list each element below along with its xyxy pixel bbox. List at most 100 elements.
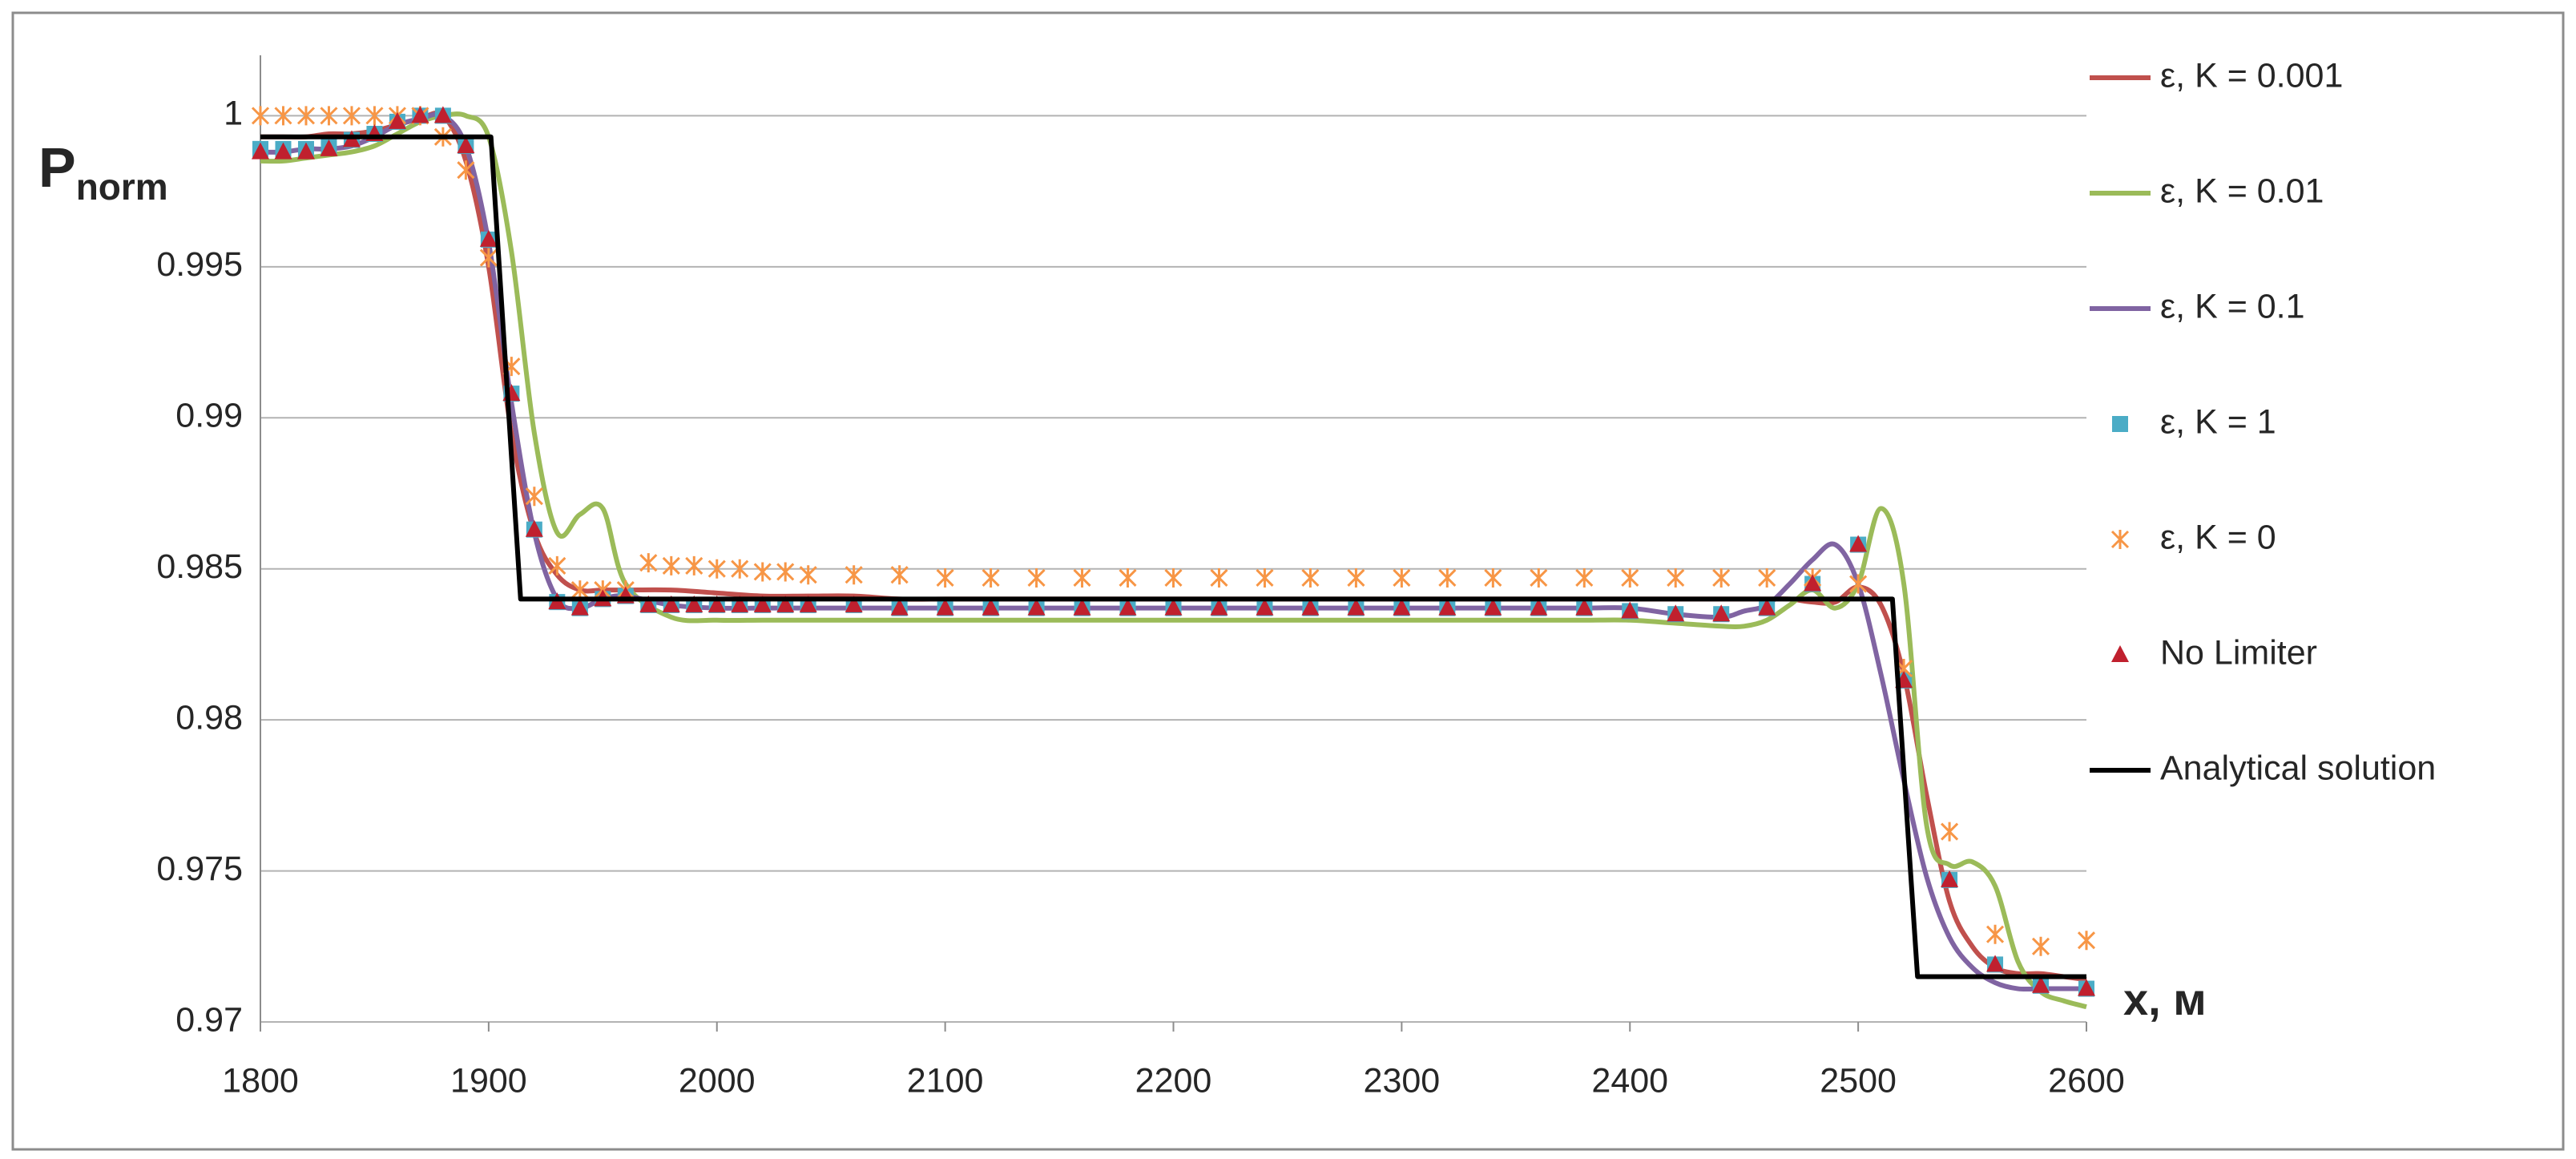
y-label-sub: norm <box>76 166 168 208</box>
data-point <box>251 106 270 126</box>
data-point <box>1164 598 1183 616</box>
data-point <box>845 565 863 585</box>
data-point <box>639 553 658 573</box>
data-point <box>1210 598 1228 616</box>
data-point <box>1849 535 1868 552</box>
x-tick-label: 2200 <box>1135 1061 1212 1100</box>
data-point <box>799 565 817 585</box>
data-point <box>388 111 406 129</box>
data-point <box>1667 567 1685 588</box>
data-point <box>776 595 795 612</box>
data-point <box>2031 936 2050 956</box>
data-point <box>2032 975 2050 993</box>
data-point <box>1347 567 1365 588</box>
data-point <box>365 106 384 126</box>
data-point <box>1712 604 1731 622</box>
y-axis-label: Pnorm <box>38 136 168 208</box>
y-tick-label: 1 <box>224 95 243 133</box>
data-point <box>982 598 1000 616</box>
data-point <box>1575 598 1594 616</box>
x-tick-label: 2600 <box>2048 1061 2125 1100</box>
data-point <box>936 567 954 588</box>
legend-label: ε, K = 0.1 <box>2160 287 2305 325</box>
data-point <box>2078 979 2095 996</box>
data-point <box>1438 598 1457 616</box>
data-point <box>1530 567 1548 588</box>
data-point <box>1438 567 1457 588</box>
data-point <box>570 598 589 616</box>
data-point <box>411 106 429 123</box>
data-point <box>1986 955 2005 972</box>
data-point <box>525 487 543 507</box>
data-point <box>2077 931 2096 951</box>
data-point <box>639 595 658 612</box>
data-point <box>1210 567 1228 588</box>
y-tick-label: 0.995 <box>156 245 243 284</box>
legend-label: ε, K = 0.001 <box>2160 56 2343 95</box>
data-point <box>1575 567 1594 588</box>
data-point <box>1027 598 1046 616</box>
data-point <box>1301 567 1320 588</box>
y-tick-label: 0.97 <box>175 1000 243 1039</box>
data-point <box>1941 822 1959 842</box>
chart-border <box>11 11 2565 1151</box>
data-point <box>320 139 338 156</box>
data-point <box>1073 598 1091 616</box>
x-tick-label: 1900 <box>450 1061 527 1100</box>
data-point <box>1393 567 1411 588</box>
x-tick-label: 2000 <box>679 1061 756 1100</box>
data-point <box>1164 567 1183 588</box>
legend-swatch <box>2110 530 2130 549</box>
legend-swatch <box>2111 645 2129 662</box>
data-point <box>662 555 680 575</box>
y-tick-label: 0.98 <box>175 698 243 737</box>
data-point <box>1073 567 1091 588</box>
data-point <box>1667 604 1685 622</box>
data-point <box>1712 567 1731 588</box>
data-point <box>1393 598 1411 616</box>
data-point <box>707 595 726 612</box>
y-label-main: P <box>38 136 76 199</box>
data-point <box>1256 567 1274 588</box>
data-point <box>753 562 772 582</box>
data-point <box>1804 574 1822 592</box>
legend-label: No Limiter <box>2160 633 2317 672</box>
series-line <box>260 134 2086 979</box>
data-point <box>685 555 703 575</box>
y-tick-label: 0.99 <box>175 397 243 435</box>
data-point <box>845 595 863 612</box>
data-point <box>1758 567 1776 588</box>
data-point <box>1849 574 1868 594</box>
data-point <box>799 595 817 612</box>
x-tick-label: 2300 <box>1364 1061 1441 1100</box>
legend-label: ε, K = 0.01 <box>2160 172 2324 210</box>
legend-label: Analytical solution <box>2160 749 2436 787</box>
data-point <box>479 248 498 268</box>
data-point <box>433 106 452 123</box>
y-tick-label: 0.975 <box>156 850 243 888</box>
data-point <box>753 595 772 612</box>
data-point <box>982 567 1000 588</box>
data-point <box>685 595 703 612</box>
data-point <box>731 559 749 579</box>
data-point <box>296 142 315 160</box>
data-point <box>707 559 726 579</box>
data-point <box>1256 598 1274 616</box>
data-point <box>1119 567 1137 588</box>
data-point <box>731 595 749 612</box>
data-point <box>548 555 566 575</box>
data-point <box>274 142 292 160</box>
data-point <box>936 598 954 616</box>
data-point <box>320 106 338 126</box>
data-point <box>890 598 909 616</box>
data-point <box>1347 598 1365 616</box>
data-point <box>525 519 543 537</box>
data-point <box>776 562 795 582</box>
legend-swatch <box>2112 416 2128 432</box>
legend-label: ε, K = 1 <box>2160 402 2276 441</box>
y-tick-label: 0.985 <box>156 547 243 586</box>
data-point <box>296 106 316 126</box>
data-point <box>662 595 680 612</box>
data-point <box>1484 567 1502 588</box>
data-point <box>342 106 361 126</box>
